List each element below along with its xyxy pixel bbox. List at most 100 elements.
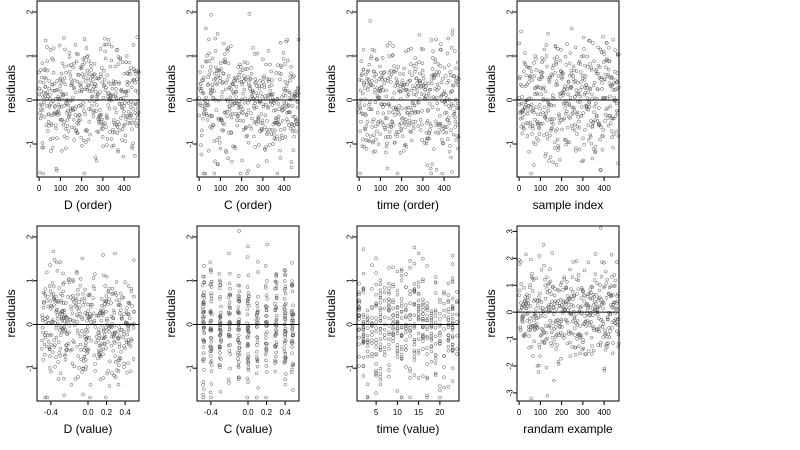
data-point [373, 87, 377, 92]
data-point [209, 270, 213, 274]
x-tick-label: 100 [534, 408, 548, 417]
data-point [525, 134, 530, 138]
data-point [433, 342, 438, 346]
data-point [262, 85, 267, 90]
data-point [576, 273, 581, 277]
data-point [107, 384, 112, 388]
data-point [47, 86, 51, 91]
data-point [412, 326, 417, 330]
data-point [283, 351, 288, 356]
data-point [409, 130, 413, 134]
data-point [597, 329, 601, 334]
data-point [124, 54, 129, 58]
data-point [39, 89, 44, 93]
data-point [574, 312, 579, 316]
data-point [360, 144, 365, 148]
data-point [521, 108, 525, 113]
data-point [54, 166, 59, 171]
y-tick-label: 2 [26, 9, 35, 14]
data-point [218, 283, 223, 287]
data-point [118, 56, 122, 60]
points [197, 12, 301, 176]
data-point [245, 344, 250, 349]
data-point [413, 119, 418, 124]
data-point [237, 333, 241, 338]
points [40, 249, 136, 400]
data-point [209, 299, 213, 304]
data-point [126, 338, 131, 342]
data-point [365, 318, 370, 322]
data-point [372, 48, 377, 53]
data-point [91, 72, 96, 77]
x-tick-label: 10 [393, 408, 402, 417]
data-point [523, 105, 527, 109]
data-point [361, 327, 366, 332]
data-point [237, 283, 242, 288]
data-point [585, 86, 589, 90]
data-point [201, 301, 205, 306]
data-point [552, 117, 556, 121]
data-point [525, 112, 530, 116]
data-point [557, 112, 561, 116]
data-point [131, 102, 135, 107]
data-point [266, 130, 270, 135]
data-point [199, 152, 204, 157]
x-tick-label: 0.0 [82, 408, 94, 417]
data-point [217, 141, 222, 145]
data-point [291, 388, 295, 392]
data-point [259, 112, 263, 116]
data-point [92, 109, 96, 113]
data-point [118, 116, 123, 120]
data-point [65, 118, 70, 122]
data-point [294, 129, 298, 134]
data-point [446, 310, 451, 314]
data-point [578, 324, 583, 328]
data-point [78, 312, 82, 316]
data-point [273, 301, 277, 306]
data-point [411, 122, 416, 127]
data-point [378, 278, 383, 283]
y-tick-label: 2 [346, 234, 355, 239]
data-point [277, 122, 281, 126]
data-point [236, 283, 240, 288]
data-point [123, 139, 127, 143]
data-point [601, 34, 605, 39]
data-point [429, 311, 434, 316]
data-point [413, 69, 417, 74]
data-point [237, 289, 242, 294]
data-point [421, 332, 425, 337]
data-point [83, 112, 87, 116]
data-point [113, 341, 117, 345]
data-point [79, 329, 84, 333]
data-point [541, 110, 545, 115]
data-point [391, 282, 395, 287]
data-point [378, 327, 383, 331]
x-tick-label: 100 [534, 184, 548, 193]
data-point [450, 343, 455, 347]
data-point [518, 326, 523, 330]
data-point [43, 335, 48, 340]
data-point [84, 129, 89, 133]
data-point [63, 82, 68, 87]
data-point [430, 81, 434, 86]
data-point [528, 120, 533, 125]
data-point [395, 319, 400, 324]
data-point [62, 36, 66, 40]
data-point [202, 275, 207, 279]
data-point [62, 103, 66, 108]
data-point [557, 113, 561, 118]
data-point [201, 351, 206, 355]
data-point [93, 369, 97, 373]
data-point [100, 123, 105, 127]
data-point [265, 314, 269, 318]
data-point [93, 155, 98, 160]
data-point [232, 144, 237, 149]
data-point [230, 159, 234, 164]
data-point [255, 358, 260, 363]
data-point [81, 75, 86, 80]
x-axis-title: time (value) [377, 422, 440, 436]
data-point [243, 67, 248, 71]
data-point [597, 296, 601, 300]
y-tick-label: 1 [26, 278, 35, 283]
data-point [73, 90, 78, 95]
